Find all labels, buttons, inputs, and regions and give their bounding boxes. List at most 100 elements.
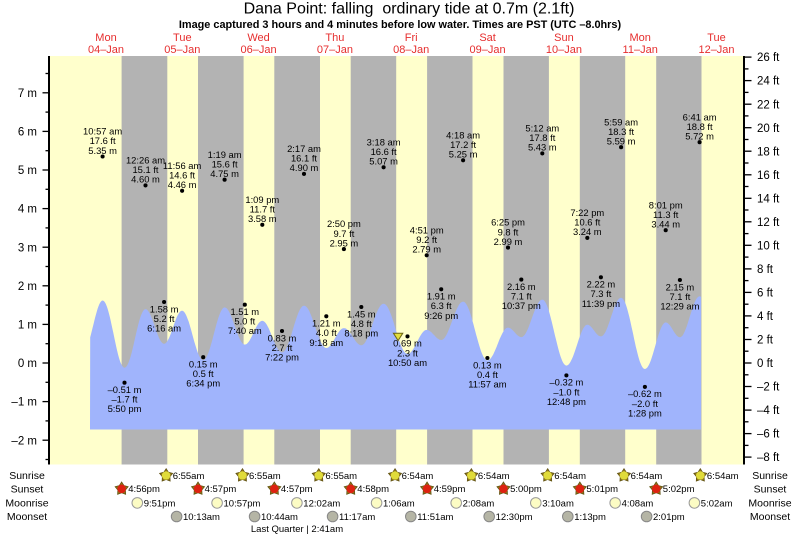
svg-text:Thu: Thu [325, 32, 344, 44]
svg-text:11:56 am: 11:56 am [163, 160, 202, 171]
svg-text:5 m: 5 m [18, 165, 37, 177]
svg-text:7:22 pm: 7:22 pm [570, 207, 604, 218]
svg-text:5.59 m: 5.59 m [607, 136, 636, 147]
svg-text:16.1 ft: 16.1 ft [291, 153, 317, 164]
svg-text:4:18 am: 4:18 am [446, 129, 480, 140]
svg-text:17.8 ft: 17.8 ft [529, 132, 555, 143]
svg-text:7:22 pm: 7:22 pm [265, 352, 299, 363]
svg-text:2.7 ft: 2.7 ft [272, 342, 293, 353]
svg-text:Mon: Mon [629, 32, 650, 44]
svg-text:2.15 m: 2.15 m [666, 281, 695, 292]
svg-text:1:06am: 1:06am [383, 498, 415, 509]
svg-text:2 ft: 2 ft [757, 335, 774, 347]
svg-text:Tue: Tue [707, 32, 726, 44]
svg-text:6 m: 6 m [18, 127, 37, 139]
svg-text:5:01pm: 5:01pm [586, 484, 618, 495]
svg-text:1 m: 1 m [18, 320, 37, 332]
svg-text:4:58pm: 4:58pm [357, 484, 389, 495]
svg-text:04–Jan: 04–Jan [88, 44, 124, 56]
svg-text:–2 ft: –2 ft [757, 382, 780, 394]
svg-text:Sun: Sun [554, 32, 574, 44]
svg-text:3 m: 3 m [18, 242, 37, 254]
svg-text:6:54am: 6:54am [402, 471, 434, 482]
svg-text:10:50 am: 10:50 am [388, 357, 427, 368]
svg-text:2:08am: 2:08am [463, 498, 495, 509]
svg-text:–1.0 ft: –1.0 ft [553, 386, 579, 397]
svg-text:–0.51 m: –0.51 m [108, 384, 142, 395]
svg-text:2:50 pm: 2:50 pm [327, 218, 361, 229]
svg-text:8:01 pm: 8:01 pm [649, 199, 683, 210]
svg-text:6:25 pm: 6:25 pm [491, 217, 525, 228]
svg-text:1:13pm: 1:13pm [574, 512, 606, 523]
svg-text:2:01pm: 2:01pm [653, 512, 685, 523]
svg-text:3:18 am: 3:18 am [367, 136, 401, 147]
svg-text:–8 ft: –8 ft [757, 452, 780, 464]
svg-text:–1 m: –1 m [11, 397, 37, 409]
svg-text:05–Jan: 05–Jan [164, 44, 200, 56]
svg-text:14 ft: 14 ft [757, 193, 780, 205]
svg-text:6:41 am: 6:41 am [683, 111, 717, 122]
svg-text:2.79 m: 2.79 m [412, 244, 441, 255]
svg-text:26 ft: 26 ft [757, 52, 780, 64]
svg-text:4.75 m: 4.75 m [210, 168, 239, 179]
svg-text:–1.7 ft: –1.7 ft [111, 394, 137, 405]
svg-text:Sat: Sat [479, 32, 496, 44]
svg-text:1:09 pm: 1:09 pm [245, 194, 279, 205]
svg-text:16 ft: 16 ft [757, 170, 780, 182]
svg-text:4 m: 4 m [18, 204, 37, 216]
svg-text:1.58 m: 1.58 m [150, 303, 179, 314]
svg-text:5.25 m: 5.25 m [449, 149, 478, 160]
svg-text:9.8 ft: 9.8 ft [498, 226, 519, 237]
svg-text:06–Jan: 06–Jan [241, 44, 277, 56]
svg-text:2.16 m: 2.16 m [507, 281, 536, 292]
svg-text:7 m: 7 m [18, 88, 37, 100]
svg-text:4:56pm: 4:56pm [128, 484, 160, 495]
svg-text:Moonset: Moonset [750, 511, 790, 523]
svg-text:10–Jan: 10–Jan [546, 44, 582, 56]
svg-text:6:55am: 6:55am [173, 471, 205, 482]
svg-text:17.6 ft: 17.6 ft [90, 135, 116, 146]
svg-text:4 ft: 4 ft [757, 311, 774, 323]
svg-text:Sunset: Sunset [754, 484, 787, 496]
svg-text:6 ft: 6 ft [757, 288, 774, 300]
svg-text:7.3 ft: 7.3 ft [590, 288, 611, 299]
svg-text:7.1 ft: 7.1 ft [511, 291, 532, 302]
svg-text:24 ft: 24 ft [757, 76, 780, 88]
svg-text:11:39 pm: 11:39 pm [582, 298, 621, 309]
svg-text:Sunset: Sunset [11, 484, 44, 496]
svg-text:20 ft: 20 ft [757, 123, 780, 135]
svg-text:12–Jan: 12–Jan [698, 44, 734, 56]
svg-text:–4 ft: –4 ft [757, 405, 780, 417]
svg-text:08–Jan: 08–Jan [393, 44, 429, 56]
svg-text:4:57pm: 4:57pm [281, 484, 313, 495]
svg-text:12:02am: 12:02am [303, 498, 340, 509]
svg-text:3.44 m: 3.44 m [651, 219, 680, 230]
svg-text:9:18 am: 9:18 am [309, 337, 343, 348]
svg-text:14.6 ft: 14.6 ft [169, 170, 195, 181]
svg-text:0.69 m: 0.69 m [393, 338, 422, 349]
svg-text:4.46 m: 4.46 m [168, 179, 197, 190]
svg-text:15.1 ft: 15.1 ft [132, 164, 158, 175]
svg-text:0.83 m: 0.83 m [268, 332, 297, 343]
svg-text:4.90 m: 4.90 m [290, 162, 319, 173]
svg-text:8 ft: 8 ft [757, 264, 774, 276]
svg-text:10:37 pm: 10:37 pm [502, 300, 541, 311]
svg-text:3.24 m: 3.24 m [573, 226, 602, 237]
svg-text:Sunrise: Sunrise [752, 470, 788, 482]
svg-text:1.51 m: 1.51 m [230, 306, 259, 317]
svg-text:Moonset: Moonset [7, 511, 47, 523]
svg-text:Sunrise: Sunrise [9, 470, 45, 482]
svg-text:5:00pm: 5:00pm [510, 484, 542, 495]
svg-text:4:59pm: 4:59pm [434, 484, 466, 495]
svg-text:18.3 ft: 18.3 ft [608, 126, 634, 137]
svg-text:10:44am: 10:44am [261, 512, 298, 523]
svg-text:–2.0 ft: –2.0 ft [632, 398, 658, 409]
svg-text:2 m: 2 m [18, 281, 37, 293]
svg-text:Tue: Tue [173, 32, 192, 44]
svg-text:0 m: 0 m [18, 358, 37, 370]
svg-text:–2 m: –2 m [11, 435, 37, 447]
svg-text:6:55am: 6:55am [249, 471, 281, 482]
svg-text:1.21 m: 1.21 m [312, 318, 341, 329]
svg-text:0.4 ft: 0.4 ft [477, 369, 498, 380]
svg-text:9.2 ft: 9.2 ft [416, 234, 437, 245]
